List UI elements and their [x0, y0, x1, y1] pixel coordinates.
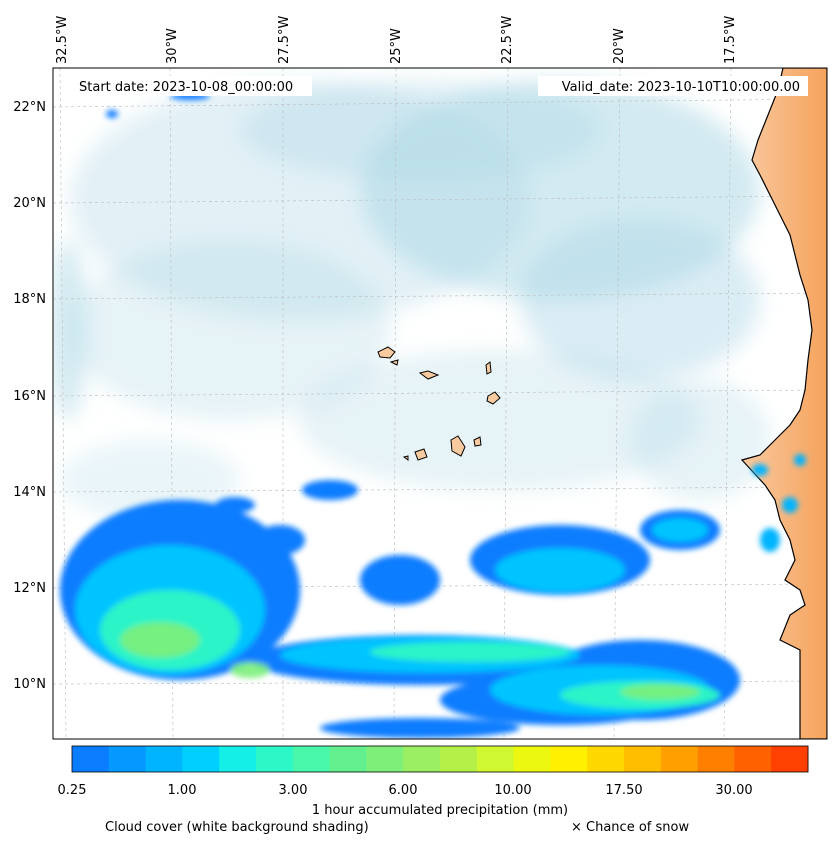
lat-label: 10°N: [13, 677, 46, 692]
start-date-box: [72, 76, 312, 96]
lon-label: 32.5°W: [55, 16, 70, 64]
colorbar-cell: [256, 746, 294, 772]
colorbar-cell: [292, 746, 331, 772]
lat-label: 18°N: [13, 292, 46, 307]
colorbar-tick-label: 10.00: [494, 783, 531, 798]
colorbar-cell: [182, 746, 220, 772]
colorbar-cell: [329, 746, 367, 772]
lon-label: 25°W: [389, 28, 404, 64]
map-area: [53, 68, 827, 739]
cloud-cover-layer: [53, 80, 770, 520]
colorbar-tick-label: 3.00: [279, 783, 308, 798]
start-date-label: Start date: 2023-10-08_00:00:00: [79, 80, 293, 95]
lat-label: 14°N: [13, 485, 46, 500]
colorbar-cell: [440, 746, 478, 772]
lat-label: 12°N: [13, 581, 46, 596]
colorbar-cell: [219, 746, 257, 772]
colorbar-tick-label: 1.00: [168, 783, 197, 798]
lon-label: 22.5°W: [500, 16, 515, 64]
colorbar-cell: [771, 746, 809, 772]
colorbar-cell: [476, 746, 515, 772]
colorbar-cell: [403, 746, 441, 772]
colorbar-cell: [660, 746, 699, 772]
colorbar-ticks: 0.25 1.00 3.00 6.00 10.00 17.50 30.00: [58, 783, 753, 798]
colorbar-cell: [366, 746, 404, 772]
colorbar-cell: [624, 746, 662, 772]
snow-legend: × Chance of snow: [571, 820, 689, 835]
lon-label: 27.5°W: [277, 16, 292, 64]
colorbar-cell: [550, 746, 588, 772]
lon-label: 20°W: [612, 28, 627, 64]
colorbar-cell: [72, 746, 110, 772]
cloud-cover-legend: Cloud cover (white background shading): [105, 820, 369, 835]
colorbar-frame: [71, 745, 809, 773]
precipitation-layer: [60, 92, 740, 738]
colorbar-cell: [145, 746, 183, 772]
colorbar-tick-label: 0.25: [58, 783, 87, 798]
colorbar-tick-label: 30.00: [715, 783, 752, 798]
lat-label: 16°N: [13, 389, 46, 404]
lat-label: 22°N: [13, 100, 46, 115]
latitude-labels: 22°N 20°N 18°N 16°N 14°N 12°N 10°N: [13, 100, 46, 692]
colorbar-cell: [108, 746, 147, 772]
valid-date-box: [538, 76, 808, 96]
valid-date-label: Valid_date: 2023-10-10T10:00:00.00: [562, 80, 800, 95]
lon-label: 30°W: [165, 28, 180, 64]
colorbar-tick-label: 17.50: [605, 783, 642, 798]
map-frame: [52, 67, 828, 740]
longitude-labels: 32.5°W 30°W 27.5°W 25°W 22.5°W 20°W 17.5…: [55, 16, 738, 64]
colorbar-cell: [734, 746, 772, 772]
lon-label: 17.5°W: [723, 16, 738, 64]
colorbar: [72, 746, 809, 772]
africa-coastline: [740, 68, 827, 739]
coastal-precip: [752, 454, 806, 552]
colorbar-title: 1 hour accumulated precipitation (mm): [312, 803, 568, 818]
colorbar-cell: [513, 746, 551, 772]
colorbar-cell: [587, 746, 625, 772]
colorbar-cell: [697, 746, 735, 772]
cape-verde-islands: [377, 346, 501, 461]
colorbar-tick-label: 6.00: [389, 783, 418, 798]
lat-label: 20°N: [13, 196, 46, 211]
